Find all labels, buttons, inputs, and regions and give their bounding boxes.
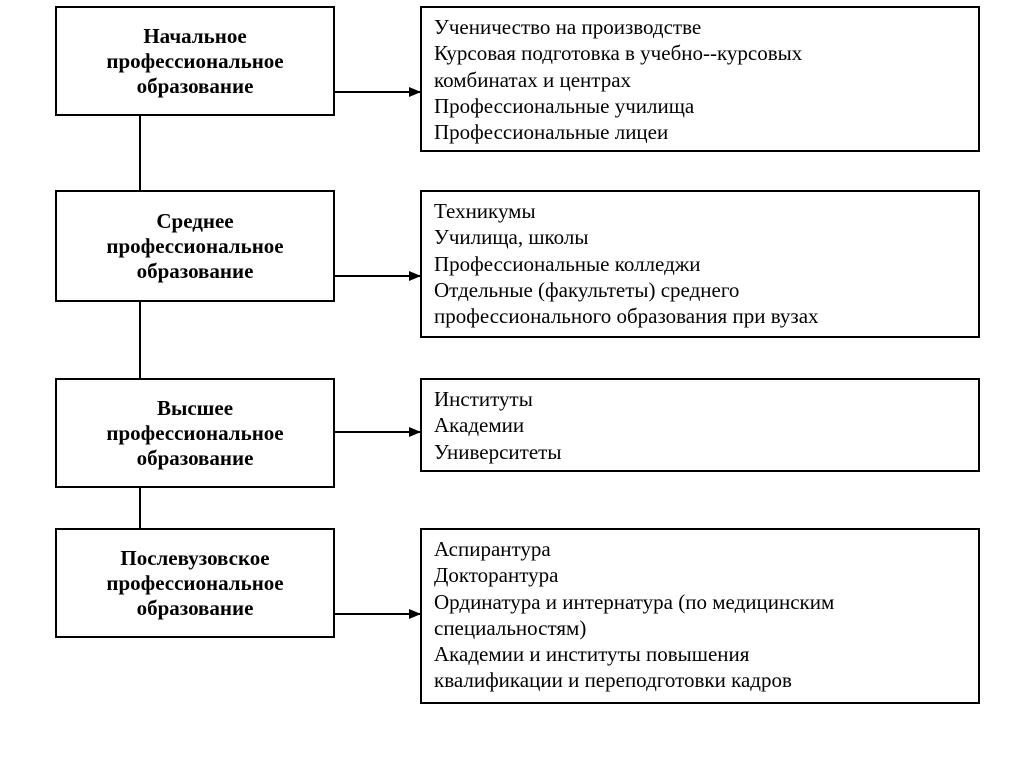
detail-line: Институты [434, 386, 966, 412]
level-box-1: Среднеепрофессиональноеобразование [55, 190, 335, 302]
level-title-line: Послевузовское [120, 546, 269, 571]
level-title-line: профессиональное [106, 49, 283, 74]
detail-line: Ординатура и интернатура (по медицинским [434, 589, 966, 615]
detail-line: Техникумы [434, 198, 966, 224]
detail-line: квалификации и переподготовки кадров [434, 667, 966, 693]
level-title-line: образование [137, 446, 254, 471]
detail-line: Профессиональные лицеи [434, 119, 966, 145]
level-title-line: Высшее [157, 396, 233, 421]
detail-line: Училища, школы [434, 224, 966, 250]
detail-line: Отдельные (факультеты) среднего [434, 277, 966, 303]
detail-line: профессионального образования при вузах [434, 303, 966, 329]
level-box-2: Высшеепрофессиональноеобразование [55, 378, 335, 488]
level-title-line: профессиональное [106, 571, 283, 596]
level-title-line: образование [137, 259, 254, 284]
detail-line: Университеты [434, 439, 966, 465]
detail-box-0: Ученичество на производствеКурсовая подг… [420, 6, 980, 152]
level-title-line: образование [137, 74, 254, 99]
detail-line: комбинатах и центрах [434, 67, 966, 93]
detail-line: Аспирантура [434, 536, 966, 562]
detail-line: Курсовая подготовка в учебно--курсовых [434, 40, 966, 66]
level-title-line: Начальное [143, 24, 246, 49]
level-box-0: Начальноепрофессиональноеобразование [55, 6, 335, 116]
detail-line: Академии [434, 412, 966, 438]
detail-box-3: АспирантураДокторантураОрдинатура и инте… [420, 528, 980, 704]
detail-line: Докторантура [434, 562, 966, 588]
level-title-line: профессиональное [106, 421, 283, 446]
detail-line: Профессиональные колледжи [434, 251, 966, 277]
level-title-line: образование [137, 596, 254, 621]
detail-line: специальностям) [434, 615, 966, 641]
level-title-line: Среднее [156, 209, 233, 234]
detail-box-1: ТехникумыУчилища, школыПрофессиональные … [420, 190, 980, 338]
detail-box-2: ИнститутыАкадемииУниверситеты [420, 378, 980, 472]
detail-line: Ученичество на производстве [434, 14, 966, 40]
detail-line: Академии и институты повышения [434, 641, 966, 667]
level-box-3: Послевузовскоепрофессиональноеобразовани… [55, 528, 335, 638]
detail-line: Профессиональные училища [434, 93, 966, 119]
level-title-line: профессиональное [106, 234, 283, 259]
